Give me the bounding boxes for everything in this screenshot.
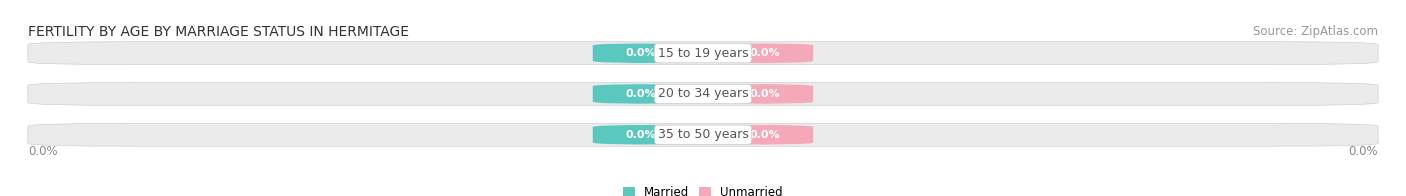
FancyBboxPatch shape: [593, 125, 689, 145]
Text: Source: ZipAtlas.com: Source: ZipAtlas.com: [1253, 25, 1378, 38]
Text: FERTILITY BY AGE BY MARRIAGE STATUS IN HERMITAGE: FERTILITY BY AGE BY MARRIAGE STATUS IN H…: [28, 25, 409, 39]
Text: 20 to 34 years: 20 to 34 years: [658, 87, 748, 101]
Text: 35 to 50 years: 35 to 50 years: [658, 128, 748, 141]
Text: 0.0%: 0.0%: [1348, 145, 1378, 158]
FancyBboxPatch shape: [717, 43, 813, 63]
Text: 0.0%: 0.0%: [626, 130, 657, 140]
Legend: Married, Unmarried: Married, Unmarried: [623, 186, 783, 196]
Text: 0.0%: 0.0%: [626, 89, 657, 99]
Text: 0.0%: 0.0%: [749, 130, 780, 140]
FancyBboxPatch shape: [28, 42, 1378, 65]
Text: 0.0%: 0.0%: [749, 89, 780, 99]
FancyBboxPatch shape: [717, 125, 813, 145]
Text: 0.0%: 0.0%: [28, 145, 58, 158]
Text: 15 to 19 years: 15 to 19 years: [658, 47, 748, 60]
FancyBboxPatch shape: [593, 43, 689, 63]
FancyBboxPatch shape: [28, 83, 1378, 105]
FancyBboxPatch shape: [593, 84, 689, 104]
Text: 0.0%: 0.0%: [749, 48, 780, 58]
FancyBboxPatch shape: [28, 123, 1378, 146]
Text: 0.0%: 0.0%: [626, 48, 657, 58]
FancyBboxPatch shape: [717, 84, 813, 104]
